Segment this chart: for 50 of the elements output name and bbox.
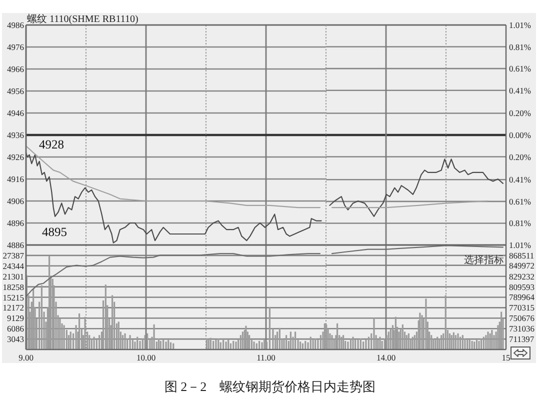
y2-tick-label: 0.81% <box>509 42 531 52</box>
y-tick-label: 4936 <box>7 130 24 140</box>
y2-tick-label: 868511 <box>509 250 534 260</box>
y-tick-label: 4896 <box>7 218 24 228</box>
y2-tick-label: 750676 <box>509 313 534 324</box>
x-tick-label: 11.00 <box>256 352 276 362</box>
y2-tick-label: 0.41% <box>509 174 531 185</box>
x-tick-label: 10.00 <box>136 352 156 362</box>
y-tick-label: 4966 <box>7 64 24 74</box>
y2-tick-label: 829232 <box>509 271 534 282</box>
y-tick-label: 18258 <box>2 282 24 292</box>
y2-tick-label: 711397 <box>509 334 534 344</box>
y2-tick-label: 0.00% <box>509 130 531 140</box>
y-tick-label: 4986 <box>7 20 24 30</box>
y-tick-label: 4886 <box>7 240 24 250</box>
y2-tick-label: 809593 <box>509 282 534 292</box>
y-tick-label: 15215 <box>2 292 24 302</box>
x-tick-label: 14.00 <box>376 352 396 362</box>
y2-tick-label: 0.81% <box>509 218 531 228</box>
y-tick-label: 12172 <box>2 302 24 313</box>
y2-tick-label: 849972 <box>509 260 534 270</box>
y-tick-label: 24344 <box>2 260 25 271</box>
y-tick-label: 4916 <box>7 174 24 184</box>
x-tick-label: 15 <box>502 352 510 362</box>
y-tick-label: 6086 <box>7 324 24 334</box>
y2-tick-label: 0.20% <box>509 152 531 162</box>
y2-tick-label: 789964 <box>509 292 536 302</box>
y2-tick-label: 0.61% <box>509 64 531 74</box>
y-tick-label: 21301 <box>2 271 24 282</box>
caption: 图 2－2 螺纹钢期货价格日内走势图 <box>164 379 376 394</box>
y-tick-label: 4976 <box>7 42 24 52</box>
y-tick-label: 9129 <box>7 313 24 324</box>
y-tick-label: 3043 <box>7 334 24 344</box>
y2-tick-label: 0.61% <box>509 196 531 206</box>
annotation: 选择指标 <box>464 254 504 266</box>
y-tick-label: 4926 <box>7 152 24 162</box>
y-tick-label: 4906 <box>7 196 24 206</box>
y2-tick-label: 0.41% <box>509 85 531 96</box>
y2-tick-label: 1.01% <box>509 20 531 30</box>
y-tick-label: 27387 <box>2 250 24 260</box>
annotation: 4928 <box>39 138 64 152</box>
annotation: 4895 <box>42 225 67 239</box>
y2-tick-label: 770315 <box>509 302 534 313</box>
x-tick-label: 9.00 <box>18 352 34 362</box>
y2-tick-label: 731036 <box>509 324 534 334</box>
y-tick-label: 4956 <box>7 86 24 96</box>
y-tick-label: 4946 <box>7 108 24 118</box>
y2-tick-label: 1.01% <box>509 240 531 250</box>
chart-title: 螺纹 1110(SHME RB1110) <box>27 13 138 25</box>
y2-tick-label: 0.20% <box>509 108 531 118</box>
